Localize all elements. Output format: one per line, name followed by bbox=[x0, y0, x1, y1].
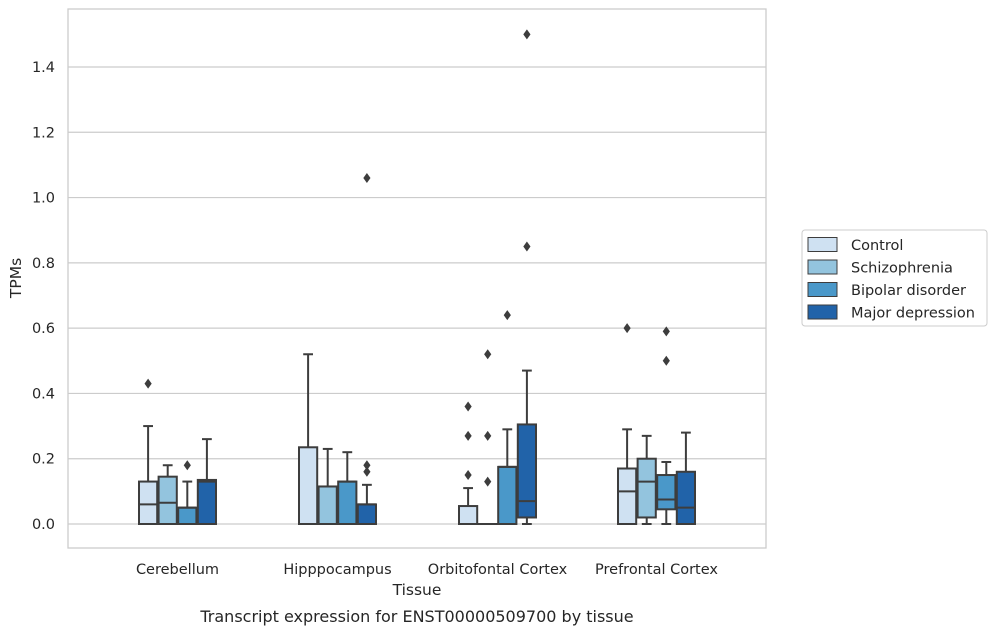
box-body bbox=[198, 480, 216, 524]
y-tick-label: 0.8 bbox=[32, 256, 55, 272]
legend-label: Bipolar disorder bbox=[851, 283, 966, 299]
box-body bbox=[618, 469, 636, 524]
box-body bbox=[657, 475, 675, 509]
y-tick-label: 0.0 bbox=[32, 517, 55, 533]
box-bipolar-disorder bbox=[338, 452, 356, 524]
box-body bbox=[518, 424, 536, 517]
box-control bbox=[139, 379, 157, 524]
box-body bbox=[677, 472, 695, 524]
box-bipolar-disorder bbox=[657, 326, 675, 524]
y-tick-label: 1.4 bbox=[32, 60, 55, 76]
outlier-point bbox=[624, 323, 631, 333]
box-body bbox=[358, 504, 376, 524]
x-tick-label: Cerebellum bbox=[136, 562, 219, 578]
box-body bbox=[299, 447, 317, 524]
legend-swatch bbox=[808, 260, 837, 274]
box-body bbox=[159, 477, 177, 524]
outlier-point bbox=[184, 460, 191, 470]
box-body bbox=[319, 486, 337, 524]
outlier-point bbox=[484, 349, 491, 359]
box-body bbox=[638, 459, 656, 518]
y-axis-label: TPMs bbox=[7, 258, 25, 299]
box-bipolar-disorder bbox=[178, 460, 196, 524]
box-major-depression bbox=[518, 29, 536, 524]
outlier-point bbox=[363, 460, 370, 470]
x-tick-labels: Cerebellum Hipppocampus Orbitofontal Corte… bbox=[136, 562, 718, 578]
legend: Control Schizophrenia Bipolar disorder Majo… bbox=[802, 230, 987, 326]
outlier-point bbox=[523, 29, 530, 39]
outlier-point bbox=[465, 431, 472, 441]
outlier-point bbox=[663, 356, 670, 366]
box-control bbox=[459, 401, 477, 524]
box-schizophrenia bbox=[159, 465, 177, 524]
legend-swatch bbox=[808, 305, 837, 319]
chart-caption: Transcript expression for ENST0000050970… bbox=[199, 607, 633, 626]
box-control bbox=[299, 354, 317, 524]
box-schizophrenia bbox=[638, 436, 656, 524]
outlier-point bbox=[523, 242, 530, 252]
outlier-point bbox=[363, 173, 370, 183]
box-major-depression bbox=[677, 433, 695, 524]
x-tick-label: Orbitofontal Cortex bbox=[428, 562, 568, 578]
y-tick-label: 0.6 bbox=[32, 321, 55, 337]
y-tick-labels: 0.0 0.2 0.4 0.6 0.8 1.0 1.2 1.4 bbox=[32, 60, 55, 533]
outlier-point bbox=[504, 310, 511, 320]
x-axis-label: Tissue bbox=[392, 581, 442, 599]
outlier-point bbox=[484, 431, 491, 441]
outlier-point bbox=[465, 470, 472, 480]
legend-swatch bbox=[808, 283, 837, 297]
x-tick-label: Prefrontal Cortex bbox=[595, 562, 718, 578]
y-tick-label: 0.2 bbox=[32, 452, 55, 468]
legend-label: Major depression bbox=[851, 306, 975, 322]
x-tick-label: Hipppocampus bbox=[283, 562, 391, 578]
box-body bbox=[498, 467, 516, 524]
box-control bbox=[618, 323, 636, 524]
legend-swatch bbox=[808, 238, 837, 252]
box-layer bbox=[139, 29, 695, 524]
box-body bbox=[338, 482, 356, 524]
box-schizophrenia bbox=[479, 349, 497, 524]
outlier-point bbox=[145, 379, 152, 389]
box-major-depression bbox=[358, 173, 376, 524]
outlier-point bbox=[465, 401, 472, 411]
box-body bbox=[459, 506, 477, 524]
outlier-point bbox=[484, 477, 491, 487]
legend-label: Schizophrenia bbox=[851, 261, 953, 277]
y-tick-label: 1.2 bbox=[32, 125, 55, 141]
box-major-depression bbox=[198, 439, 216, 524]
legend-label: Control bbox=[851, 238, 903, 254]
box-body bbox=[178, 508, 196, 524]
grid-layer bbox=[68, 67, 766, 524]
y-tick-label: 0.4 bbox=[32, 386, 55, 402]
box-bipolar-disorder bbox=[498, 310, 516, 524]
y-tick-label: 1.0 bbox=[32, 191, 55, 207]
plot-frame bbox=[68, 9, 766, 548]
box-schizophrenia bbox=[319, 449, 337, 524]
box-body bbox=[139, 482, 157, 524]
